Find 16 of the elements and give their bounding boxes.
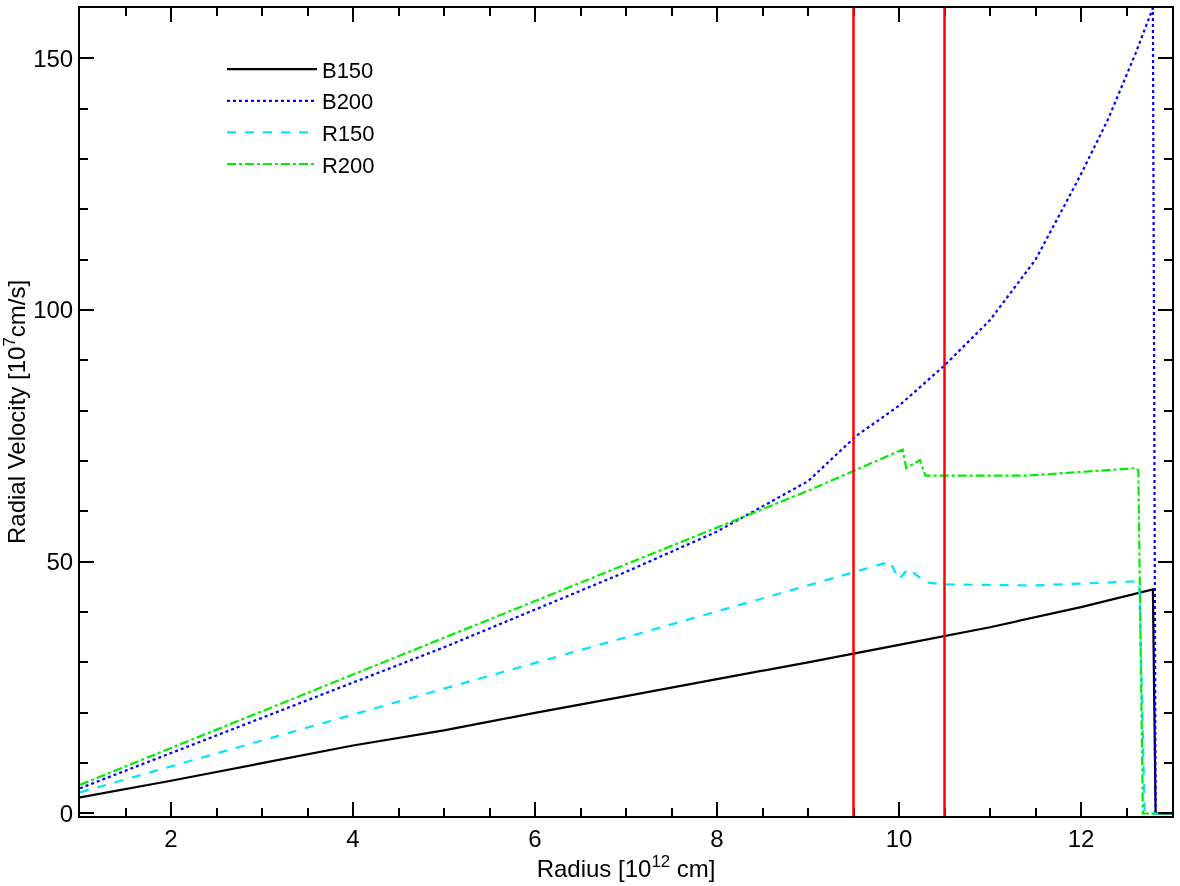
line-series (80, 8, 1172, 815)
x-tick-label: 4 (346, 824, 360, 852)
x-tick-label: 12 (1067, 824, 1095, 852)
legend-label: B150 (321, 57, 374, 83)
y-tick-label: 100 (33, 296, 74, 324)
y-tick-label: 0 (59, 799, 74, 827)
legend-label: B200 (321, 89, 374, 115)
legend-label: R150 (321, 120, 375, 146)
x-tick-label: 6 (528, 824, 542, 852)
x-tick-label: 10 (885, 824, 913, 852)
x-tick-label: 8 (710, 824, 724, 852)
x-tick-label: 2 (164, 824, 178, 852)
legend-label: R200 (321, 152, 375, 178)
y-tick-label: 150 (33, 44, 74, 72)
x-axis-title: Radius [10$^{12}$ cm] (536, 851, 716, 882)
y-tick-label: 50 (46, 548, 74, 576)
